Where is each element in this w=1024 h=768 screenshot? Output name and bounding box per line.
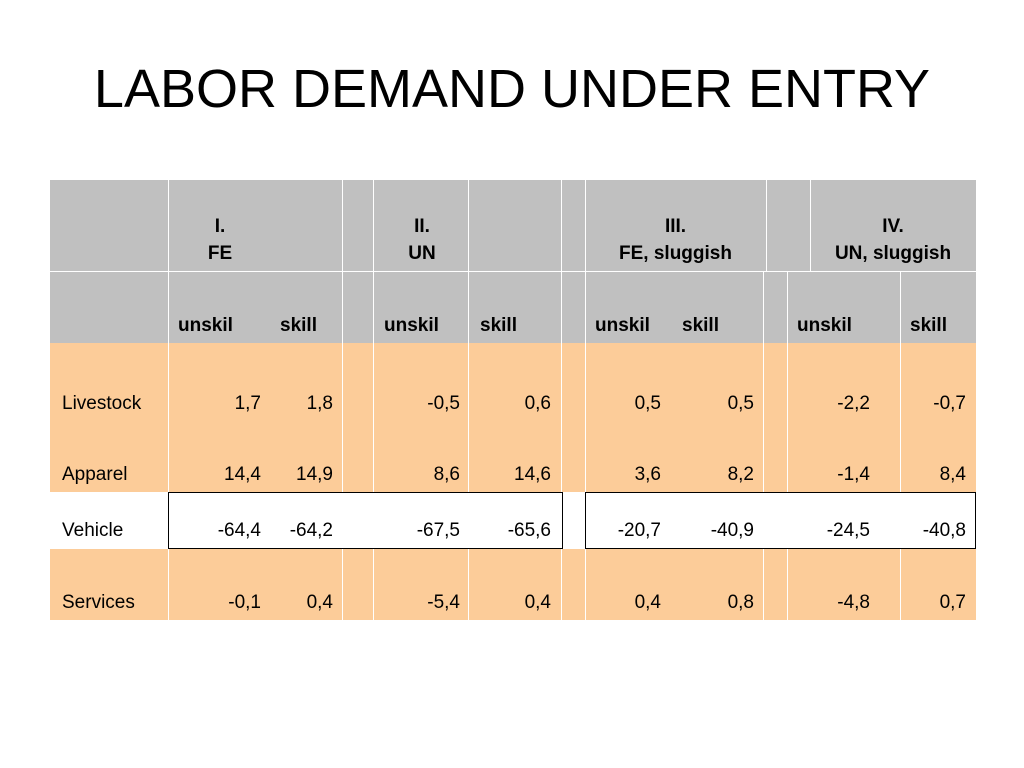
cell-livestock-fe-unskil: 1,7 bbox=[234, 393, 261, 414]
row-label-livestock: Livestock bbox=[62, 393, 142, 414]
subheader-unskil: unskil bbox=[384, 315, 439, 336]
header-row-groups bbox=[50, 180, 976, 271]
row-label-apparel: Apparel bbox=[62, 464, 128, 485]
vehicle-row-box-left bbox=[168, 492, 563, 549]
cell-vehicle-fes-unskil: -20,7 bbox=[617, 520, 661, 541]
cell-apparel-uns-skill: 8,4 bbox=[939, 464, 966, 485]
cell-services-un-unskil: -5,4 bbox=[427, 592, 460, 613]
row-band-vehicle bbox=[50, 492, 976, 549]
subheader-unskil: unskil bbox=[595, 315, 650, 336]
cell-vehicle-uns-skill: -40,8 bbox=[922, 520, 966, 541]
cell-services-un-skill: 0,4 bbox=[524, 592, 551, 613]
vehicle-row-box-right bbox=[585, 492, 976, 549]
row-band-livestock-apparel bbox=[50, 343, 976, 492]
cell-livestock-uns-skill: -0,7 bbox=[933, 393, 966, 414]
group-header-fe: I. FE bbox=[207, 216, 233, 264]
subheader-skill: skill bbox=[910, 315, 947, 336]
row-band-services bbox=[50, 549, 976, 620]
cell-livestock-un-unskil: -0,5 bbox=[427, 393, 460, 414]
cell-livestock-un-skill: 0,6 bbox=[524, 393, 551, 414]
cell-apparel-un-skill: 14,6 bbox=[514, 464, 551, 485]
subheader-unskil: unskil bbox=[797, 315, 852, 336]
row-label-services: Services bbox=[62, 592, 135, 613]
cell-services-fe-skill: 0,4 bbox=[306, 592, 333, 613]
slide-title: LABOR DEMAND UNDER ENTRY bbox=[93, 59, 931, 119]
group-header-fe-sluggish: III. FE, sluggish bbox=[619, 216, 732, 264]
header-row-sub bbox=[50, 271, 976, 343]
cell-services-fes-skill: 0,8 bbox=[727, 592, 754, 613]
cell-apparel-fes-unskil: 3,6 bbox=[634, 464, 661, 485]
subheader-unskil: unskil bbox=[178, 315, 233, 336]
cell-services-fes-unskil: 0,4 bbox=[634, 592, 661, 613]
cell-services-fe-unskil: -0,1 bbox=[228, 592, 261, 613]
subheader-skill: skill bbox=[480, 315, 517, 336]
cell-vehicle-fes-skill: -40,9 bbox=[710, 520, 754, 541]
cell-apparel-uns-unskil: -1,4 bbox=[837, 464, 870, 485]
group-header-un-sluggish: IV. UN, sluggish bbox=[834, 216, 952, 264]
group-header-un: II. UN bbox=[408, 216, 436, 264]
cell-vehicle-fe-unskil: -64,4 bbox=[217, 520, 261, 541]
row-label-vehicle: Vehicle bbox=[62, 520, 124, 541]
cell-services-uns-unskil: -4,8 bbox=[837, 592, 870, 613]
cell-livestock-fe-skill: 1,8 bbox=[306, 393, 333, 414]
cell-livestock-fes-unskil: 0,5 bbox=[634, 393, 661, 414]
cell-apparel-fe-unskil: 14,4 bbox=[224, 464, 261, 485]
subheader-skill: skill bbox=[682, 315, 719, 336]
cell-livestock-uns-unskil: -2,2 bbox=[837, 393, 870, 414]
cell-vehicle-fe-skill: -64,2 bbox=[289, 520, 333, 541]
cell-vehicle-uns-unskil: -24,5 bbox=[826, 520, 870, 541]
cell-services-uns-skill: 0,7 bbox=[939, 592, 966, 613]
subheader-skill: skill bbox=[280, 315, 317, 336]
cell-vehicle-un-skill: -65,6 bbox=[507, 520, 551, 541]
cell-apparel-fe-skill: 14,9 bbox=[296, 464, 333, 485]
cell-vehicle-un-unskil: -67,5 bbox=[416, 520, 460, 541]
cell-livestock-fes-skill: 0,5 bbox=[727, 393, 754, 414]
labor-demand-table: I. FE II. UN III. FE, sluggish IV. UN, slugg… bbox=[50, 180, 976, 620]
cell-apparel-un-unskil: 8,6 bbox=[433, 464, 460, 485]
cell-apparel-fes-skill: 8,2 bbox=[727, 464, 754, 485]
